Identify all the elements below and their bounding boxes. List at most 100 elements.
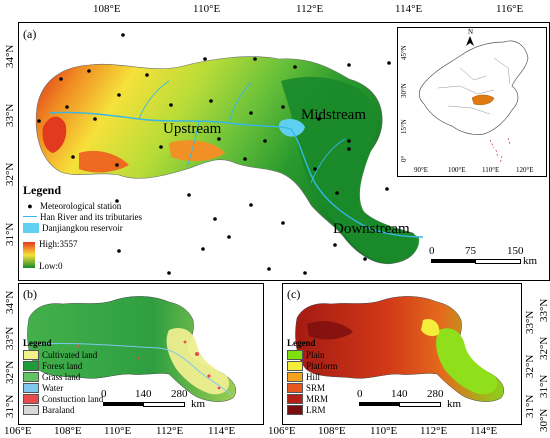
c-lat-32: 32°N (538, 336, 550, 360)
downstream-label: Downstream (333, 221, 410, 237)
panel-c-legend: Legend Plain Platform Hill SRM MRM LRM (287, 338, 357, 415)
landuse-legend-item: Cultivated land (23, 349, 115, 360)
study-area-highlight (471, 94, 495, 105)
c-lon-112: 112°E (420, 425, 448, 437)
scale-c-white (399, 402, 441, 407)
landuse-legend-label: Forest land (42, 360, 83, 371)
geomorph-swatch-icon (287, 360, 303, 371)
panel-c-legend-items: Plain Platform Hill SRM MRM LRM (287, 349, 357, 415)
inset-lat-0: 0° (400, 155, 408, 162)
landuse-legend-item: Constuction land (23, 393, 115, 404)
panel-a-letter: (a) (23, 27, 37, 41)
plain-zone (436, 328, 498, 395)
c-lat-33: 33°N (538, 298, 550, 322)
top-tick-114: 114°E (395, 3, 423, 15)
upstream-label: Upstream (163, 121, 222, 137)
panel-b-letter: (b) (23, 287, 37, 301)
geomorph-legend-label: Hill (306, 371, 321, 382)
highland-patch (42, 116, 67, 153)
geomorph-legend-label: SRM (306, 382, 326, 393)
nine-dash-line (489, 137, 511, 165)
geomorph-swatch-icon (287, 393, 303, 404)
b-lat-33: 33°N (4, 326, 16, 350)
geomorph-swatch-icon (287, 382, 303, 393)
scale-a-0: 0 (429, 245, 435, 257)
panel-b-scale-bar: 0 140 280 km (101, 388, 231, 418)
panel-a-legend: Legend ● Meteorological station Han Rive… (23, 183, 183, 271)
legend-river: Han River and its tributaries (23, 211, 183, 222)
legend-reservoir: Danjiangkou reservoir (23, 222, 183, 233)
c-lat2-31: 31°N (524, 394, 536, 418)
downstream-lowland (281, 76, 420, 263)
b-lat-31: 31°N (4, 394, 16, 418)
geomorph-legend-item: MRM (287, 393, 357, 404)
scale-b-unit: km (191, 398, 206, 410)
landuse-swatch-icon (23, 349, 39, 360)
scale-b-black (103, 402, 143, 406)
inset-lon-110: 110°E (482, 166, 500, 174)
tributaries (138, 80, 346, 184)
geomorph-legend-label: Platform (306, 360, 338, 371)
panel-c-letter: (c) (287, 287, 301, 301)
landuse-river (38, 342, 232, 395)
geomorph-legend-item: Plain (287, 349, 357, 360)
top-tick-112: 112°E (296, 3, 324, 15)
geomorph-swatch-icon (287, 404, 303, 415)
left-tick-34: 34°N (4, 44, 16, 68)
c-lon-114: 114°E (470, 425, 498, 437)
landuse-legend-label: Constuction land (42, 393, 104, 404)
elevation-colorbar (23, 242, 35, 268)
legend-low: Low:0 (39, 261, 63, 271)
inset-north-label: N (468, 28, 474, 36)
north-arrow-icon (466, 36, 474, 46)
b-lon-114: 114°E (208, 425, 236, 437)
scale-a-75: 75 (465, 245, 476, 257)
cultivated-zone (166, 327, 230, 395)
construction-dots (77, 340, 221, 390)
midstream-label: Midstream (301, 107, 366, 123)
station-dots (37, 33, 415, 275)
inset-china-map: N 45°N 30°N 15°N 0° 90°E 100°E 110°E 120… (397, 27, 547, 177)
reservoir-shape (278, 119, 305, 137)
legend-high: High:3557 (39, 239, 78, 249)
landuse-swatch-icon (23, 393, 39, 404)
geomorph-legend-item: LRM (287, 404, 357, 415)
river-line-icon (23, 216, 37, 217)
left-tick-31: 31°N (4, 222, 16, 246)
panel-b-legend: Legend Cultivated land Forest land Grass l… (23, 338, 115, 415)
landuse-legend-item: Grass land (23, 371, 115, 382)
b-lat-34: 34°N (4, 290, 16, 314)
inset-lat-30: 30°N (400, 83, 408, 98)
geomorph-swatch-icon (287, 349, 303, 360)
scale-a-150: 150 (507, 245, 524, 257)
scale-a-white (475, 259, 521, 264)
scale-b-0: 0 (101, 388, 107, 400)
b-lat-32: 32°N (4, 360, 16, 384)
landuse-map (27, 296, 237, 402)
b-lon-108: 108°E (54, 425, 82, 437)
landuse-legend-item: Forest land (23, 360, 115, 371)
legend-title: Legend (23, 183, 62, 197)
left-tick-33: 33°N (4, 103, 16, 127)
inset-lat-45: 45°N (400, 45, 408, 60)
panel-a-scale-bar: 0 75 150 km (429, 245, 545, 275)
reservoir-swatch-icon (23, 222, 39, 233)
c-lat2-33: 33°N (524, 310, 536, 334)
scale-a-black (431, 259, 475, 263)
province-lines (437, 57, 511, 115)
b-lon-112: 112°E (156, 425, 184, 437)
geomorph-swatch-icon (287, 371, 303, 382)
panel-c-legend-title: Legend (287, 338, 316, 348)
han-river (48, 111, 424, 238)
landuse-legend-item: Baraland (23, 404, 115, 415)
landuse-legend-label: Water (42, 382, 64, 393)
geomorph-legend-label: Plain (306, 349, 325, 360)
c-lon-106: 106°E (268, 425, 296, 437)
b-lon-110: 110°E (104, 425, 132, 437)
inset-lon-90: 90°E (414, 166, 429, 174)
inset-lon-100: 100°E (448, 166, 466, 174)
panel-c-map: (c) Legend Plain Platform Hill SRM MRM LRM 0 … (282, 283, 522, 425)
landuse-legend-label: Cultivated land (42, 349, 98, 360)
legend-station: ● Meteorological station (23, 200, 183, 211)
scale-c-black (359, 402, 399, 406)
